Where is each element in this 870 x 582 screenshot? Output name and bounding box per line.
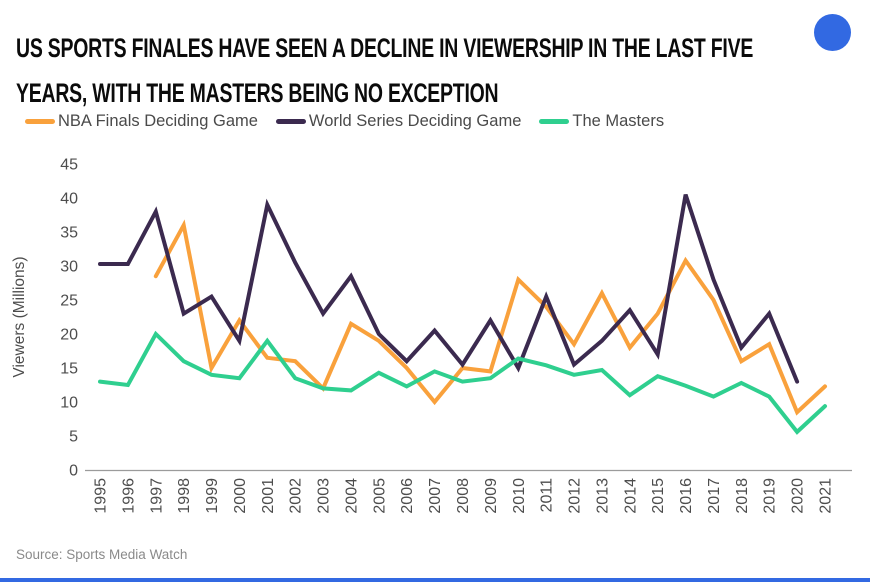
legend-swatch-nba-finals <box>25 119 55 124</box>
legend-item-nba-finals: NBA Finals Deciding Game <box>25 112 258 131</box>
chart-area: 0 5 10 15 20 25 30 35 40 45 Viewers (Millions) 1995… <box>0 140 870 540</box>
x-axis-tick-label: 2011 <box>539 478 556 513</box>
x-axis-tick-label: 1995 <box>93 478 110 514</box>
y-axis-title: Viewers (Millions) <box>11 256 28 377</box>
chart-title-line-2: YEARS, WITH THE MASTERS BEING NO EXCEPTI… <box>16 78 499 109</box>
x-axis-tick-label: 2002 <box>288 478 305 514</box>
x-axis-tick-label: 2008 <box>455 478 472 514</box>
x-axis-tick-label: 2017 <box>706 478 723 514</box>
x-axis-tick-label: 1998 <box>176 478 193 514</box>
chart-legend: NBA Finals Deciding Game World Series De… <box>25 112 664 131</box>
chart-title-line-1: US SPORTS FINALES HAVE SEEN A DECLINE IN… <box>16 33 754 64</box>
x-axis-tick-label: 2006 <box>399 478 416 514</box>
x-axis-tick-label: 2021 <box>818 478 835 514</box>
x-axis-tick-label: 1997 <box>148 478 165 514</box>
chart-title: US SPORTS FINALES HAVE SEEN A DECLINE IN… <box>16 26 753 116</box>
x-axis-tick-label: 2014 <box>622 478 639 514</box>
viewership-line-chart: 0 5 10 15 20 25 30 35 40 45 Viewers (Millions) 1995… <box>11 157 852 514</box>
x-axis-tick-label: 2007 <box>427 478 444 514</box>
legend-label-world-series: World Series Deciding Game <box>308 112 522 130</box>
y-axis-tick-label: 20 <box>60 327 78 344</box>
y-axis-tick-label: 0 <box>69 463 78 480</box>
legend-swatch-the-masters <box>539 119 570 124</box>
x-axis-tick-label: 2009 <box>483 478 500 514</box>
x-axis-tick-label: 2005 <box>371 478 388 514</box>
x-axis-tick-label: 2003 <box>316 478 333 514</box>
series-line-world-series-deciding-game <box>98 193 800 384</box>
x-axis-tick-label: 2004 <box>343 478 360 514</box>
y-axis-tick-label: 45 <box>60 157 78 174</box>
y-axis-tick-label: 30 <box>60 259 78 276</box>
legend-label-nba-finals: NBA Finals Deciding Game <box>58 112 258 130</box>
series-line-the-masters <box>98 330 827 435</box>
y-axis-tick-label: 5 <box>69 429 78 446</box>
x-axis-tick-label: 2019 <box>762 478 779 514</box>
source-note: Source: Sports Media Watch <box>16 547 188 562</box>
y-axis-tick-label: 15 <box>60 361 78 378</box>
y-axis-tick-label: 40 <box>60 191 78 208</box>
y-axis-tick-label: 10 <box>60 395 78 412</box>
x-axis-tick-label: 2018 <box>734 478 751 514</box>
x-axis-tick-label: 1996 <box>120 478 137 514</box>
x-axis-tick-label: 1999 <box>204 478 221 514</box>
x-axis-tick-label: 2013 <box>594 478 611 514</box>
legend-label-the-masters: The Masters <box>572 112 665 130</box>
x-axis-tick-label: 2010 <box>511 478 528 514</box>
x-axis-tick-label: 2000 <box>232 478 249 514</box>
x-axis-tick-label: 2015 <box>650 478 667 514</box>
legend-swatch-world-series <box>275 119 306 124</box>
y-axis-tick-label: 35 <box>60 225 78 242</box>
x-axis-tick-label: 2001 <box>260 478 277 514</box>
x-axis-tick-label: 2016 <box>678 478 695 514</box>
x-axis-tick-label: 2012 <box>567 478 584 514</box>
series-line-nba-finals-deciding-game <box>153 219 827 416</box>
brand-dot-icon <box>814 14 851 51</box>
y-axis-tick-label: 25 <box>60 293 78 310</box>
x-axis-tick-label: 2020 <box>790 478 807 514</box>
bottom-accent-bar <box>0 578 870 582</box>
legend-item-the-masters: The Masters <box>539 112 664 131</box>
legend-item-world-series: World Series Deciding Game <box>275 112 522 131</box>
